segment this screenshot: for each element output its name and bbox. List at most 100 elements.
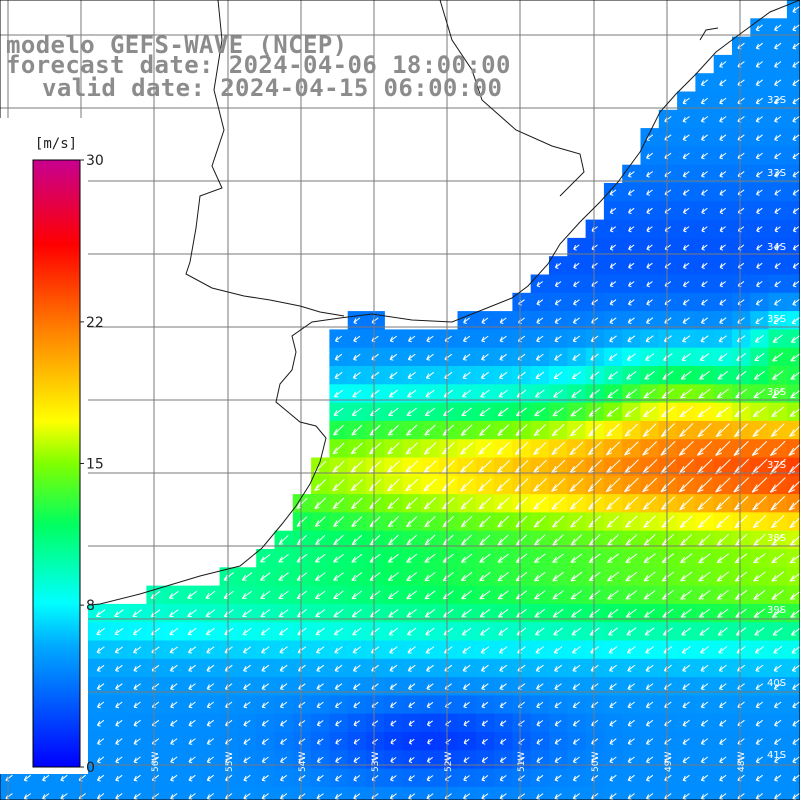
- wind-arrow: [680, 533, 693, 546]
- wind-arrow: [554, 793, 562, 800]
- wind-arrow: [682, 793, 690, 800]
- wind-arrow: [498, 389, 508, 398]
- wind-arrow: [626, 353, 636, 361]
- wind-arrow: [572, 720, 580, 727]
- wind-arrow: [573, 281, 580, 288]
- wind-arrow: [792, 299, 800, 306]
- wind-arrow: [756, 226, 763, 233]
- wind-arrow: [792, 134, 800, 141]
- wind-arrow: [551, 478, 566, 492]
- wind-arrow: [571, 389, 582, 398]
- wind-arrow: [481, 683, 489, 690]
- wind-arrow: [316, 720, 324, 727]
- wind-arrow: [646, 281, 653, 288]
- wind-arrow: [625, 553, 638, 563]
- wind-arrow: [753, 370, 765, 380]
- speed-cell: [786, 201, 800, 221]
- speed-cell: [457, 786, 477, 800]
- wind-arrow: [463, 701, 470, 709]
- wind-arrow: [479, 424, 491, 436]
- wind-arrow: [316, 701, 324, 709]
- wind-arrow: [96, 774, 105, 782]
- wind-arrow: [625, 608, 637, 618]
- wind-arrow: [570, 515, 583, 528]
- wind-arrow: [773, 646, 783, 654]
- wind-arrow: [423, 460, 437, 474]
- wind-arrow: [353, 335, 361, 343]
- wind-arrow: [278, 609, 289, 618]
- wind-arrow: [536, 756, 544, 764]
- wind-arrow: [609, 226, 617, 233]
- wind-arrow: [700, 774, 709, 782]
- wind-arrow: [789, 535, 800, 547]
- speed-cell: [18, 786, 38, 800]
- wind-arrow: [554, 720, 562, 727]
- wind-arrow: [499, 701, 507, 709]
- wind-arrow: [627, 756, 635, 764]
- wind-arrow: [701, 299, 708, 306]
- wind-arrow: [755, 774, 764, 782]
- wind-arrow: [170, 756, 178, 764]
- wind-arrow: [408, 683, 416, 690]
- wind-arrow: [628, 207, 635, 215]
- speed-cell: [622, 786, 642, 800]
- wind-arrow: [479, 608, 491, 618]
- wind-arrow: [646, 226, 653, 233]
- wind-arrow: [534, 389, 545, 398]
- wind-arrow: [406, 424, 418, 436]
- wind-arrow: [680, 370, 692, 380]
- wind-arrow: [698, 608, 711, 618]
- wind-arrow: [533, 441, 547, 455]
- wind-arrow: [774, 79, 782, 87]
- wind-arrow: [792, 116, 800, 123]
- wind-arrow: [752, 496, 767, 511]
- wind-arrow: [532, 478, 547, 492]
- wind-arrow: [535, 371, 545, 380]
- wind-arrow: [462, 353, 471, 361]
- wind-arrow: [387, 497, 400, 510]
- wind-arrow: [792, 226, 800, 233]
- wind-arrow: [426, 664, 434, 672]
- speed-cell: [732, 786, 751, 800]
- lon-label: 54W: [298, 752, 308, 772]
- wind-arrow: [753, 553, 766, 564]
- wind-arrow: [206, 683, 215, 690]
- wind-arrow: [752, 515, 767, 529]
- wind-arrow: [499, 683, 507, 690]
- wind-arrow: [682, 152, 690, 160]
- wind-arrow: [480, 664, 489, 672]
- speed-cell: [329, 786, 349, 800]
- wind-arrow: [609, 244, 617, 251]
- wind-arrow: [788, 443, 800, 456]
- wind-arrow: [679, 406, 694, 418]
- wind-arrow: [792, 738, 800, 745]
- wind-arrow: [350, 460, 364, 473]
- wind-arrow: [316, 793, 324, 800]
- wind-arrow: [390, 701, 397, 709]
- wind-arrow: [682, 756, 690, 764]
- wind-arrow: [334, 353, 343, 361]
- wind-arrow: [389, 371, 398, 379]
- wind-arrow: [533, 553, 546, 563]
- wind-arrow: [644, 608, 656, 618]
- wind-arrow: [774, 738, 782, 745]
- wind-arrow: [478, 478, 492, 492]
- wind-arrow: [554, 281, 562, 288]
- wind-arrow: [570, 553, 583, 563]
- wind-arrow: [792, 719, 800, 727]
- wind-arrow: [114, 627, 124, 636]
- wind-arrow: [481, 756, 489, 764]
- lon-label: 48W: [737, 752, 747, 772]
- wind-arrow: [95, 609, 106, 617]
- wind-arrow: [243, 756, 251, 764]
- wind-arrow: [170, 683, 178, 690]
- speed-cell: [347, 786, 367, 800]
- wind-arrow: [333, 609, 344, 618]
- lon-label: 49W: [664, 752, 674, 772]
- wind-arrow: [481, 701, 489, 709]
- wind-arrow: [628, 281, 635, 288]
- wind-arrow: [645, 701, 654, 709]
- wind-arrow: [588, 406, 601, 417]
- wind-arrow: [169, 664, 178, 672]
